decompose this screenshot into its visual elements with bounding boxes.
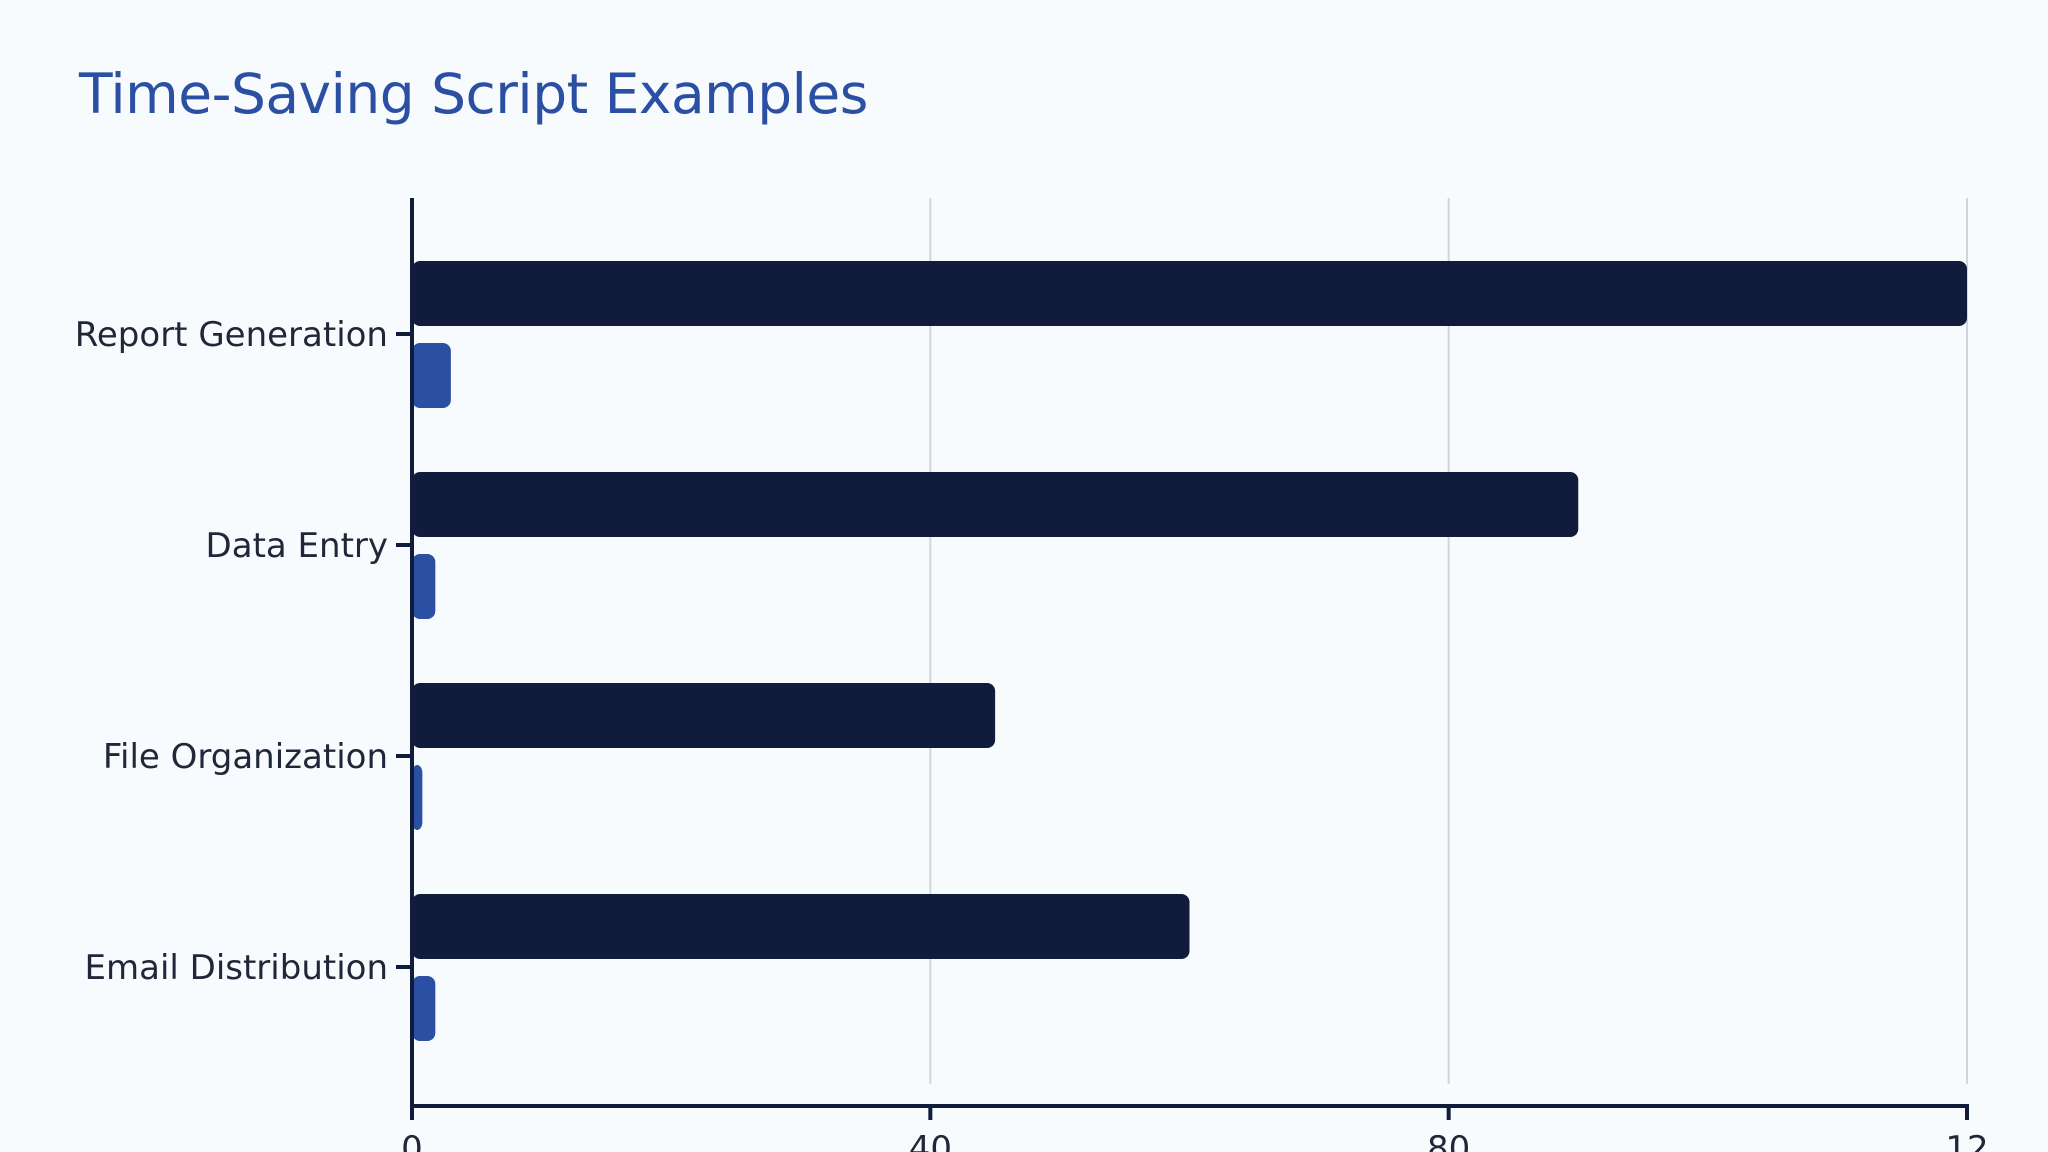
- bar: [412, 894, 1190, 959]
- bar: [412, 343, 451, 408]
- bar: [412, 683, 996, 748]
- chart-title: Time-Saving Script Examples: [79, 62, 868, 126]
- labels: 0 40 80 12 Report Generation Data Entry File O…: [75, 315, 1989, 1152]
- category-label: File Organization: [103, 737, 388, 777]
- axes: [396, 198, 1969, 1120]
- x-tick-label: 80: [1427, 1129, 1470, 1152]
- x-tick-label: 0: [401, 1129, 423, 1152]
- bar: [412, 472, 1579, 537]
- bar: [412, 554, 436, 619]
- x-tick-label: 12: [1945, 1129, 1988, 1152]
- category-label: Report Generation: [75, 315, 388, 355]
- bars: [412, 261, 1967, 1041]
- category-label: Email Distribution: [85, 948, 389, 988]
- x-tick-label: 40: [909, 1129, 952, 1152]
- bar: [412, 976, 436, 1041]
- bar: [412, 261, 1967, 326]
- bar: [412, 765, 423, 830]
- category-label: Data Entry: [206, 526, 388, 566]
